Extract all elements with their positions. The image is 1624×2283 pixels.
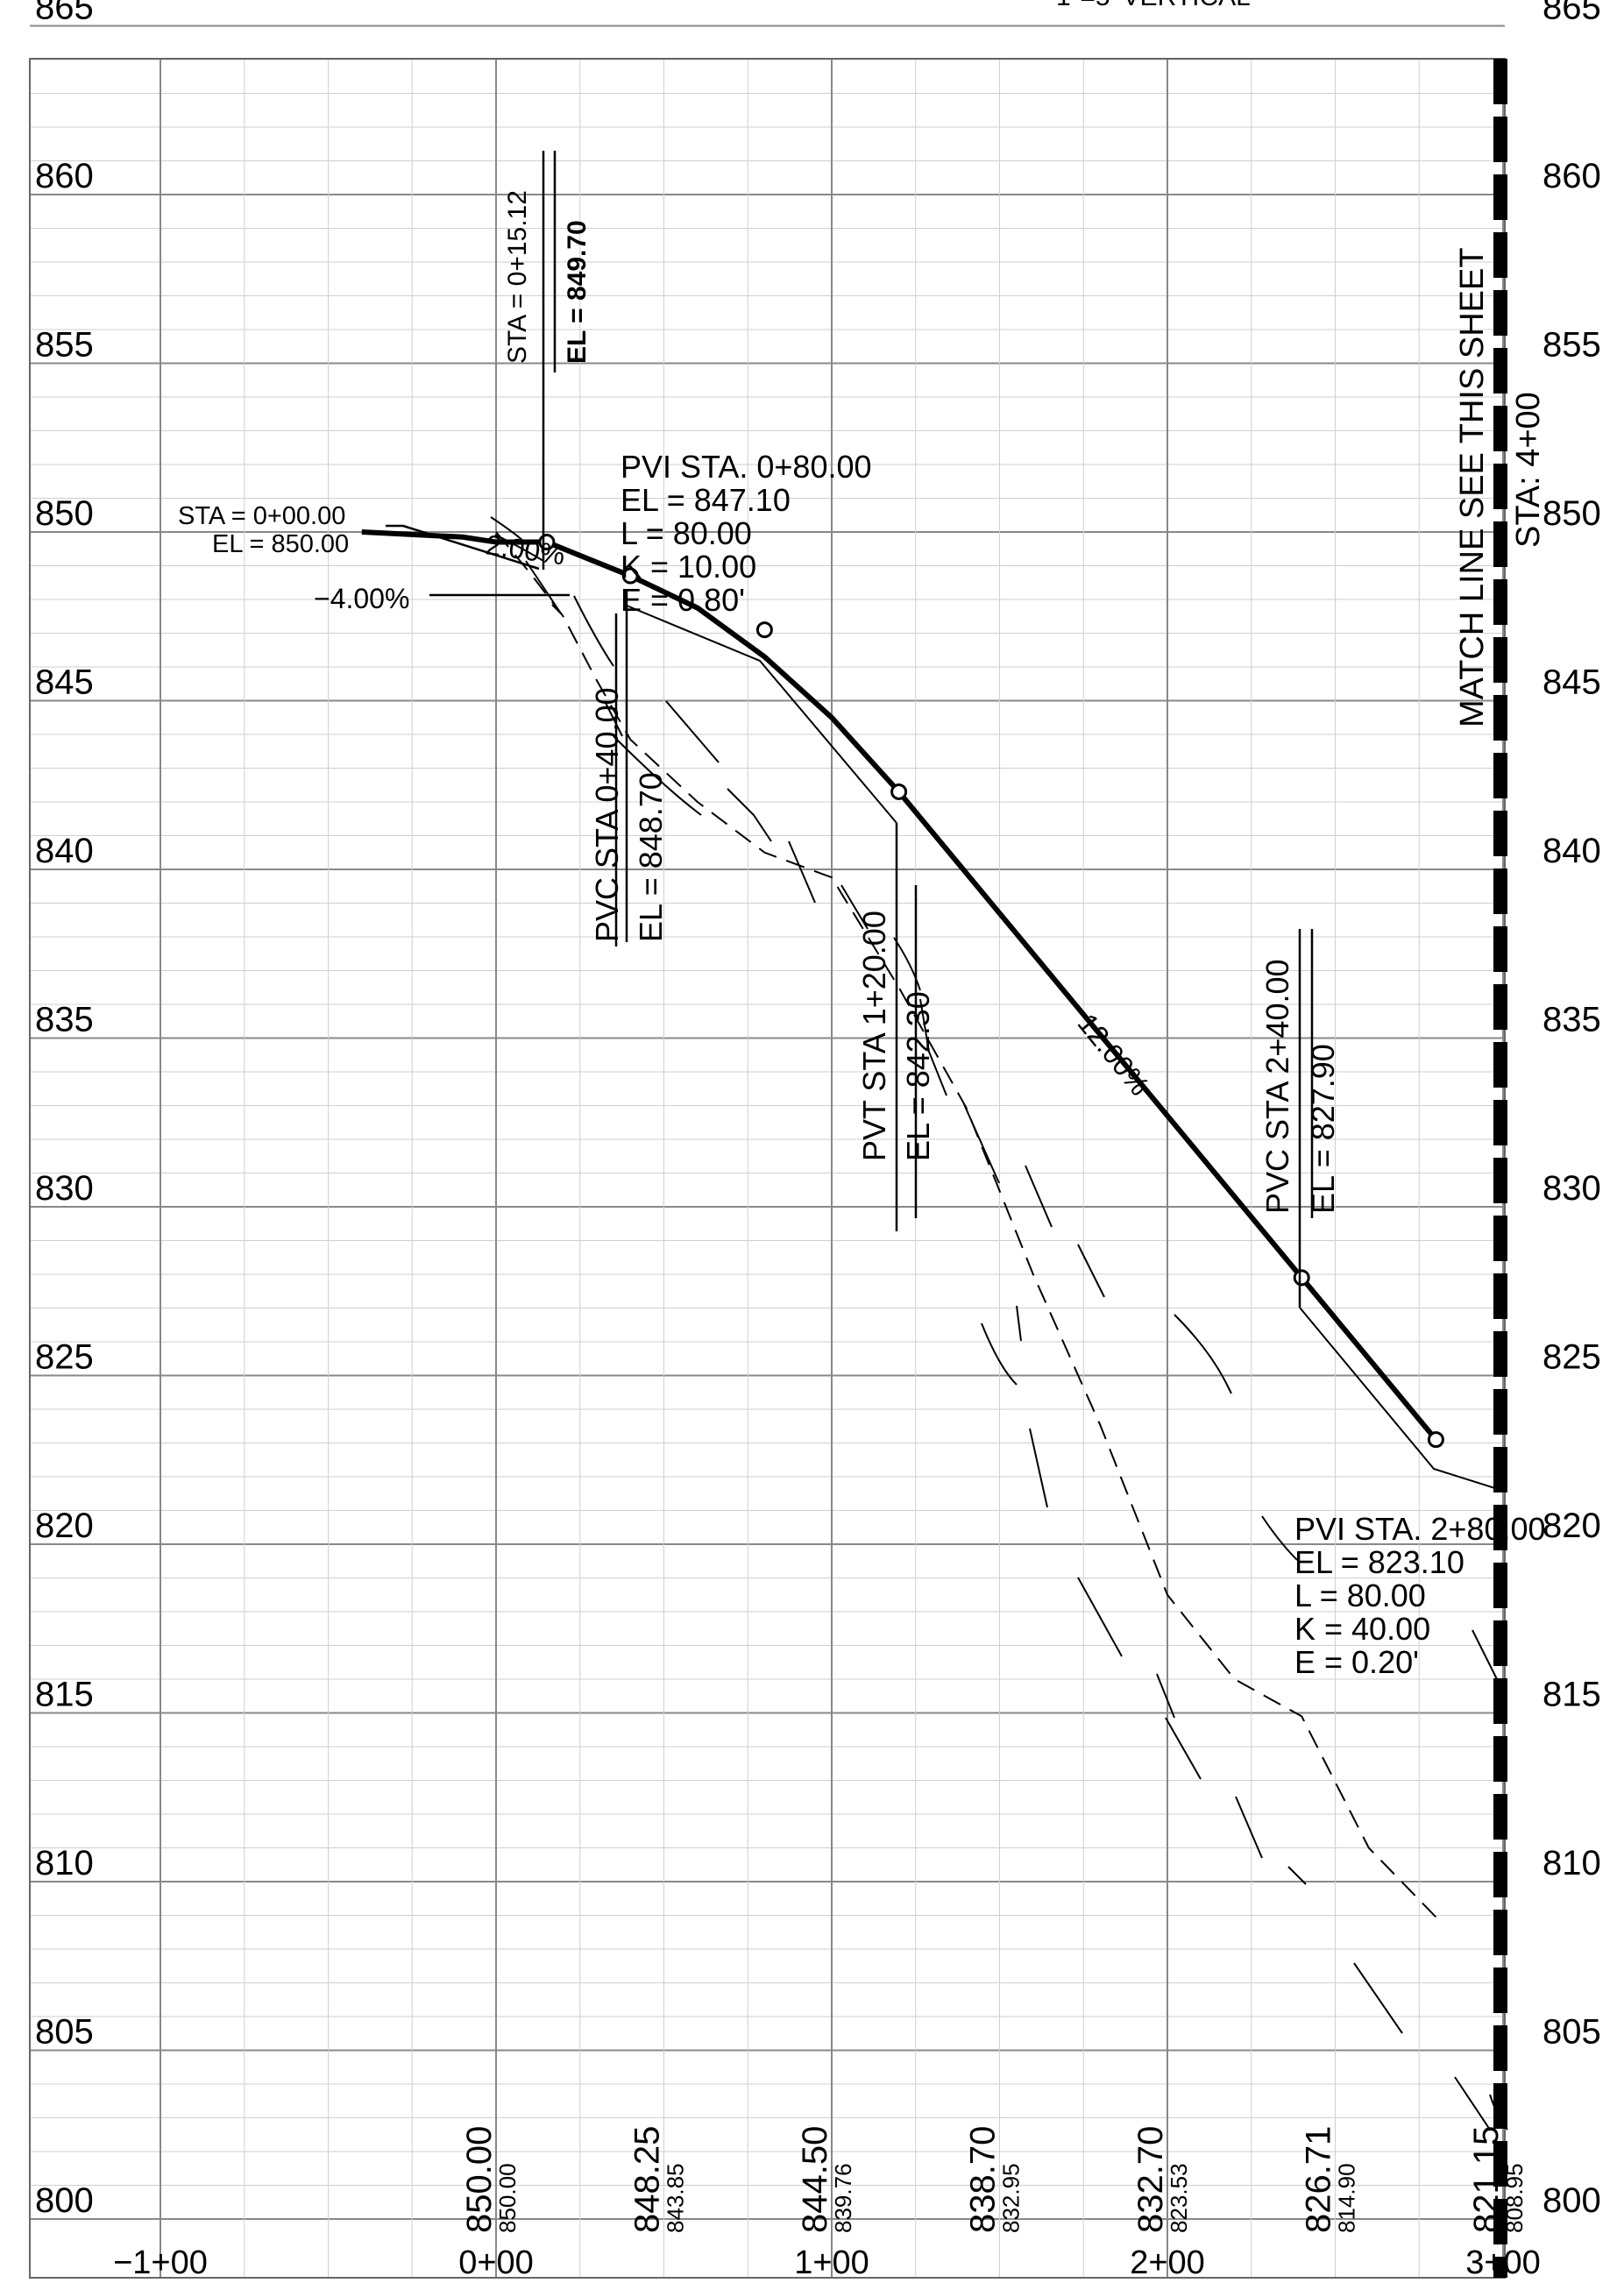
- elevation-tick-label: 810: [1542, 1844, 1601, 1882]
- elevation-tick-label: 825: [1542, 1338, 1601, 1377]
- profile-point: [621, 567, 639, 585]
- pvi2-elevation: EL = 823.10: [1294, 1544, 1464, 1580]
- elevation-tick-label: 865: [35, 0, 94, 27]
- profile-point: [1427, 1431, 1444, 1449]
- elevation-tick-label: 820: [1542, 1507, 1601, 1545]
- elevation-tick-label: 805: [1542, 2013, 1601, 2052]
- elevation-tick-label: 810: [35, 1844, 94, 1882]
- proposed-elevation-label: 826.71: [1300, 2126, 1338, 2233]
- profile-point: [890, 783, 908, 800]
- elevation-tick-label: 840: [35, 832, 94, 870]
- elevation-tick-label: 820: [35, 1507, 94, 1545]
- station-tick-label: 1+00: [794, 2244, 869, 2281]
- proposed-elevation-label: 848.25: [628, 2126, 667, 2233]
- scale-note: 1"=5' VERTICAL: [1056, 0, 1251, 11]
- elevation-tick-label: 830: [1542, 1169, 1601, 1208]
- pvi1-external: E = 0.80': [621, 582, 745, 618]
- vertical-curve-points: [538, 534, 1444, 1449]
- proposed-elevation-label: 844.50: [796, 2126, 834, 2233]
- pvc1-station-label: PVC STA 0+40.00: [589, 687, 625, 942]
- pt-station-label: STA = 0+15.12: [503, 190, 532, 364]
- pvi2-block: PVI STA. 2+80.00 EL = 823.10 L = 80.00 K…: [1294, 1511, 1546, 1680]
- pvi1-elevation: EL = 847.10: [621, 482, 791, 518]
- elevation-tick-label: 845: [1542, 663, 1601, 702]
- existing-elevation-label: 808.95: [1501, 2163, 1528, 2233]
- pvc1-elevation-label: EL = 848.70: [633, 772, 669, 942]
- pvi1-length: L = 80.00: [621, 515, 752, 551]
- match-line-station: STA: 4+00: [1510, 392, 1547, 548]
- pvi2-station: PVI STA. 2+80.00: [1294, 1511, 1546, 1547]
- match-line-label: MATCH LINE SEE THIS SHEET: [1454, 247, 1491, 727]
- elevation-tick-label: 865: [1542, 0, 1601, 27]
- pt-elevation-label: EL = 849.70: [563, 220, 592, 364]
- pvi1-k-value: K = 10.00: [621, 549, 756, 585]
- elevation-tick-label: 800: [35, 2181, 94, 2220]
- ground-scribbles: [490, 516, 1508, 2131]
- existing-elevation-label: 832.95: [998, 2163, 1025, 2233]
- grade-label-3: 12.00%: [1072, 1008, 1156, 1102]
- elevation-tick-label: 850: [35, 494, 94, 533]
- start-elevation-label: EL = 850.00: [212, 530, 349, 558]
- elevation-tick-label: 860: [1542, 157, 1601, 195]
- elevation-tick-label: 825: [35, 1338, 94, 1377]
- existing-elevation-label: 843.85: [663, 2163, 689, 2233]
- existing-elevation-label: 823.53: [1166, 2163, 1192, 2233]
- profile-point: [1293, 1269, 1310, 1287]
- proposed-elevation-label: 832.70: [1131, 2126, 1170, 2233]
- grade-label-2: −4.00%: [314, 583, 409, 614]
- elevation-tick-label: 845: [35, 663, 94, 702]
- proposed-elevation-label: 821.15: [1467, 2126, 1506, 2233]
- elevation-labels-left: 800 805 810 815 820 825 830 835 840 845 850 855 860 8…: [35, 0, 94, 2220]
- elevation-tick-label: 815: [35, 1676, 94, 1714]
- pvi2-k-value: K = 40.00: [1294, 1611, 1430, 1647]
- start-station-label: STA = 0+00.00: [178, 502, 345, 530]
- station-labels: −1+000+001+002+003+00: [113, 2244, 1541, 2281]
- elevation-tick-label: 835: [1542, 1001, 1601, 1039]
- pvi1-block: PVI STA. 0+80.00 EL = 847.10 L = 80.00 K…: [621, 449, 872, 618]
- elevation-tick-label: 850: [1542, 494, 1601, 533]
- profile-point: [755, 621, 773, 639]
- existing-elevation-label: 850.00: [494, 2163, 521, 2233]
- station-tick-label: 0+00: [458, 2244, 534, 2281]
- station-tick-label: 2+00: [1130, 2244, 1205, 2281]
- pvi1-station: PVI STA. 0+80.00: [621, 449, 872, 485]
- tangent-line-pvi1: [626, 605, 897, 824]
- elevation-tick-label: 835: [35, 1001, 94, 1039]
- pvc2-station-label: PVC STA 2+40.00: [1259, 959, 1295, 1214]
- elevation-tick-label: 815: [1542, 1676, 1601, 1714]
- existing-elevation-label: 814.90: [1334, 2163, 1360, 2233]
- elevation-tick-label: 855: [1542, 326, 1601, 365]
- elevation-labels-right: 800 805 810 815 820 825 830 835 840 845 850 855 860 8…: [1542, 0, 1601, 2220]
- elevation-tick-label: 805: [35, 2013, 94, 2052]
- grid: [30, 25, 1505, 2278]
- existing-elevation-label: 839.76: [830, 2163, 856, 2233]
- elevation-tick-label: 855: [35, 326, 94, 365]
- elevation-tick-label: 800: [1542, 2181, 1601, 2220]
- pvc2-elevation-label: EL = 827.90: [1305, 1044, 1341, 1214]
- pvi2-length: L = 80.00: [1294, 1578, 1426, 1613]
- elevation-tick-label: 840: [1542, 832, 1601, 870]
- elevation-tick-label: 830: [35, 1169, 94, 1208]
- proposed-elevation-label: 850.00: [460, 2126, 499, 2233]
- station-tick-label: −1+00: [113, 2244, 208, 2281]
- elevation-tick-label: 860: [35, 157, 94, 195]
- existing-ground-line: [495, 531, 1437, 1918]
- pvt1-station-label: PVT STA 1+20.00: [856, 911, 892, 1161]
- leader-lines: [386, 151, 1314, 1308]
- tangent-line-pvi2: [1299, 1307, 1501, 1491]
- pvi2-external: E = 0.20': [1294, 1644, 1419, 1680]
- pvt1-elevation-label: EL = 842.30: [900, 991, 936, 1161]
- proposed-elevation-label: 838.70: [964, 2126, 1003, 2233]
